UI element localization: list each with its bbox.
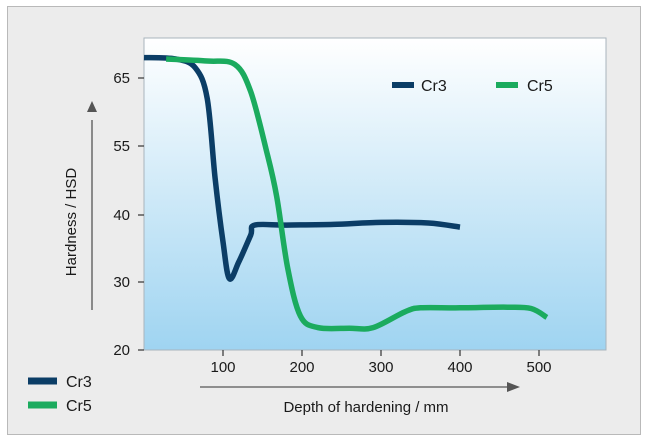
series-line-cr5: [165, 56, 549, 332]
y-tick-label: 40: [113, 207, 130, 224]
series-line-cr3: [143, 54, 461, 282]
x-tick-label: 200: [289, 359, 314, 376]
x-tick-label: 300: [368, 359, 393, 376]
y-tick-label: 55: [113, 138, 130, 155]
x-ticks: 100 200 300 400 500: [210, 350, 552, 376]
y-ticks: 20 30 40 55 65: [113, 70, 144, 359]
y-tick-label: 65: [113, 70, 130, 87]
x-tick-label: 100: [210, 359, 235, 376]
plot-area: [143, 37, 607, 351]
legend-bottom-cr5-label: Cr5: [66, 398, 92, 415]
y-tick-label: 20: [113, 342, 130, 359]
legend-bottom-cr3-label: Cr3: [66, 374, 92, 391]
x-axis-arrow-head: [507, 382, 520, 392]
y-axis-arrow-head: [87, 101, 97, 112]
x-axis-label: Depth of hardening / mm: [283, 399, 448, 416]
x-tick-label: 500: [526, 359, 551, 376]
legend-top-cr3-label: Cr3: [421, 78, 447, 95]
legend-top-cr5-label: Cr5: [527, 78, 553, 95]
y-axis-label: Hardness / HSD: [63, 168, 80, 277]
series-lines: [143, 54, 549, 332]
x-tick-label: 400: [447, 359, 472, 376]
y-tick-label: 30: [113, 274, 130, 291]
